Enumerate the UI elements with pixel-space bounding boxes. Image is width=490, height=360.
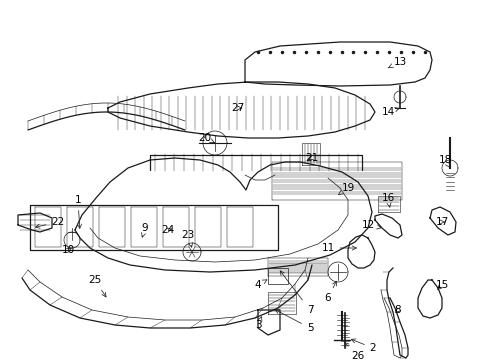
Text: 7: 7 [280, 271, 313, 315]
Text: 12: 12 [362, 220, 381, 230]
Text: 8: 8 [394, 305, 401, 315]
Text: 17: 17 [436, 217, 449, 227]
Text: 11: 11 [321, 243, 356, 253]
Text: 3: 3 [255, 317, 262, 330]
Text: 26: 26 [344, 343, 365, 360]
Text: 10: 10 [61, 245, 74, 255]
Text: 6: 6 [325, 281, 336, 303]
Text: 25: 25 [88, 275, 106, 297]
Text: 18: 18 [439, 155, 452, 168]
Text: 2: 2 [351, 339, 376, 353]
Text: 27: 27 [231, 103, 245, 113]
Text: 4: 4 [255, 280, 267, 290]
Text: 22: 22 [36, 217, 65, 228]
Text: 13: 13 [388, 57, 407, 68]
Text: 14: 14 [381, 107, 399, 117]
Text: 20: 20 [198, 133, 215, 143]
Text: 1: 1 [74, 195, 82, 228]
Text: 23: 23 [181, 230, 195, 247]
Text: 16: 16 [381, 193, 394, 207]
Text: 9: 9 [142, 223, 148, 237]
Text: 21: 21 [305, 153, 318, 163]
Text: 24: 24 [161, 225, 174, 235]
Text: 5: 5 [275, 310, 313, 333]
Text: 15: 15 [436, 280, 449, 290]
Text: 19: 19 [339, 183, 355, 195]
